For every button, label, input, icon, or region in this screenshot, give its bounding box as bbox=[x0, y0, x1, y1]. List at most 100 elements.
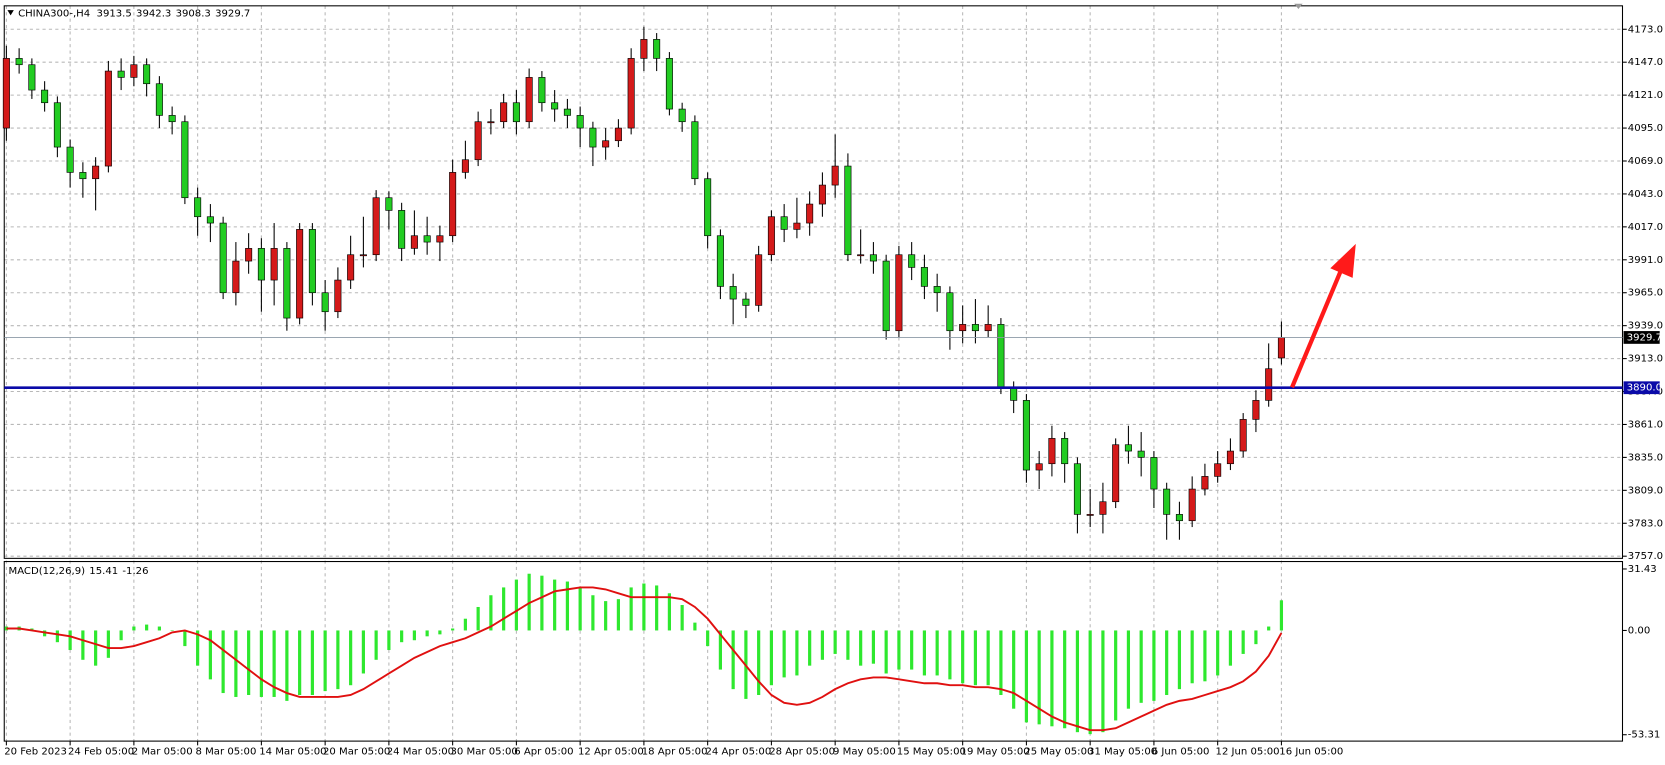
macd-title: MACD(12,26,9) bbox=[9, 566, 86, 577]
macd-bar bbox=[94, 630, 98, 666]
candle-body bbox=[296, 229, 304, 319]
macd-bar bbox=[336, 630, 340, 690]
macd-bar bbox=[871, 630, 876, 664]
x-tick-label: 28 Apr 05:00 bbox=[769, 747, 835, 758]
candle-body bbox=[844, 165, 852, 256]
high: 3942.3 bbox=[136, 8, 171, 19]
candle-body bbox=[602, 140, 610, 148]
candle-body bbox=[551, 102, 559, 110]
candle-body bbox=[449, 172, 457, 237]
candle-body bbox=[1137, 450, 1145, 458]
macd-bar bbox=[1024, 630, 1029, 723]
candle-body bbox=[831, 165, 839, 186]
candle-body bbox=[398, 210, 406, 249]
macd-bar bbox=[208, 630, 212, 680]
macd-bar bbox=[986, 630, 990, 686]
menu-triangle[interactable] bbox=[7, 10, 14, 16]
macd-bar bbox=[1165, 630, 1169, 696]
candle-body bbox=[1010, 387, 1018, 401]
candle-body bbox=[461, 159, 469, 173]
shift-marker bbox=[1294, 3, 1303, 10]
candle-body bbox=[1086, 514, 1094, 516]
candle-body bbox=[1124, 444, 1132, 452]
candle-body bbox=[385, 197, 393, 211]
candle-body bbox=[474, 121, 482, 161]
macd-header: MACD(12,26,9) 15.41 -1.26 bbox=[9, 566, 149, 577]
macd-bar bbox=[157, 626, 161, 631]
macd-bar bbox=[43, 630, 47, 637]
y-tick-label: 31.43 bbox=[1628, 564, 1657, 575]
candle-body bbox=[1201, 476, 1209, 490]
macd-bar bbox=[81, 630, 85, 660]
macd-bar bbox=[400, 630, 404, 643]
macd-bar bbox=[884, 630, 888, 674]
macd-bar bbox=[68, 630, 72, 651]
candle-body bbox=[334, 279, 342, 313]
candle-body bbox=[704, 178, 712, 237]
last-price-box bbox=[1623, 331, 1660, 344]
candle-body bbox=[716, 235, 724, 287]
candle-body bbox=[640, 39, 648, 59]
macd-bar bbox=[1050, 630, 1054, 727]
macd-bar bbox=[1254, 630, 1258, 645]
candle-body bbox=[857, 254, 865, 257]
last-price-label: 3929.7 bbox=[1627, 332, 1662, 343]
macd-bar bbox=[451, 628, 455, 631]
candle-body bbox=[563, 108, 571, 116]
x-tick-label: 16 Jun 05:00 bbox=[1279, 747, 1343, 758]
candle-body bbox=[1188, 488, 1196, 522]
candle-body bbox=[155, 83, 163, 116]
y-tick-label: 3757.0 bbox=[1628, 551, 1663, 562]
macd-bar bbox=[323, 630, 327, 692]
macd-bar bbox=[438, 630, 442, 635]
x-tick-label: 8 Mar 05:00 bbox=[196, 747, 257, 758]
macd-bar bbox=[349, 630, 353, 686]
candle-body bbox=[270, 248, 278, 281]
macd-bar bbox=[1139, 630, 1143, 703]
macd-bar bbox=[769, 630, 773, 686]
macd-bar bbox=[196, 630, 200, 666]
x-tick-label: 24 Apr 05:00 bbox=[706, 747, 772, 758]
macd-bar bbox=[361, 630, 365, 674]
level-label: 3890.0 bbox=[1627, 383, 1662, 394]
candle-body bbox=[1099, 501, 1107, 515]
candle-body bbox=[1277, 337, 1285, 359]
candle-body bbox=[920, 267, 928, 287]
candle-body bbox=[729, 286, 737, 300]
x-tick-label: 20 Mar 05:00 bbox=[323, 747, 390, 758]
candle-body bbox=[793, 222, 801, 230]
candle-body bbox=[1150, 457, 1158, 490]
macd-bar bbox=[387, 630, 391, 651]
candle-body bbox=[500, 102, 508, 123]
price-pane bbox=[3, 5, 1624, 559]
macd-bar bbox=[757, 630, 761, 696]
candle-body bbox=[1163, 488, 1171, 515]
macd-bar bbox=[272, 630, 276, 697]
x-tick-label: 18 Apr 05:00 bbox=[642, 747, 708, 758]
candle-body bbox=[780, 216, 788, 230]
open: 3913.5 bbox=[97, 8, 132, 19]
candle-body bbox=[308, 229, 316, 294]
macd-bar bbox=[1190, 630, 1194, 684]
candle-body bbox=[806, 203, 814, 224]
candle-body bbox=[1175, 514, 1183, 522]
macd-bar bbox=[310, 630, 314, 696]
candle-body bbox=[2, 58, 10, 129]
macd-bar bbox=[1152, 630, 1156, 701]
candle-body bbox=[665, 58, 673, 110]
candle-body bbox=[283, 248, 291, 319]
macd-bar bbox=[476, 606, 480, 631]
macd-bar bbox=[833, 630, 837, 654]
macd-pane bbox=[3, 561, 1624, 742]
candle-body bbox=[512, 102, 520, 123]
macd-bar bbox=[604, 601, 608, 631]
macd-bar bbox=[463, 618, 467, 631]
macd-bar bbox=[808, 630, 812, 666]
macd-bar bbox=[1063, 630, 1067, 729]
y-tick-label: -53.31 bbox=[1628, 730, 1660, 741]
candle-body bbox=[576, 115, 584, 129]
candle-body bbox=[130, 64, 138, 78]
candle-body bbox=[895, 254, 903, 332]
candle-body bbox=[1048, 438, 1056, 465]
